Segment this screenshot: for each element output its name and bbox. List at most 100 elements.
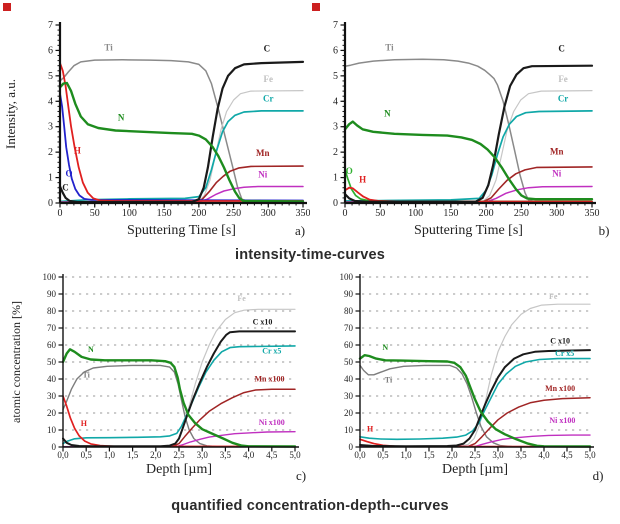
series-label-Fe: Fe <box>264 74 274 84</box>
y-tick-label: 4 <box>333 96 338 107</box>
y-axis-title: atomic concentration [%] <box>9 301 23 423</box>
y-tick-label: 0 <box>52 442 57 452</box>
y-axis-title: Intensity, a.u. <box>3 79 18 149</box>
y-tick-label: 70 <box>344 323 354 333</box>
x-tick-label: 50 <box>90 208 100 219</box>
y-tick-label: 40 <box>47 374 57 384</box>
x-tick-label: 1,0 <box>400 450 412 460</box>
series-Fe <box>59 89 304 203</box>
series-H <box>59 62 304 202</box>
series-C-x10 <box>62 330 296 448</box>
y-tick-label: 10 <box>344 425 354 435</box>
y-tick-label: 3 <box>333 122 338 133</box>
x-tick-label: 2,0 <box>446 450 458 460</box>
series-N <box>61 348 297 448</box>
series-N <box>343 120 594 201</box>
series-Cr <box>344 110 593 202</box>
series-label-C: C <box>264 44 271 54</box>
x-tick-label: 2,5 <box>173 450 185 460</box>
series-label-H: H <box>367 425 374 434</box>
y-tick-label: 0 <box>349 442 354 452</box>
series-label-Ni: Ni <box>552 168 561 178</box>
series-label-Ti: Ti <box>385 42 394 52</box>
series-label-C-x10: C x10 <box>550 336 570 345</box>
y-tick-label: 4 <box>48 96 53 107</box>
series-label-Ni-x100: Ni x100 <box>259 418 285 427</box>
series-label-Ni-x100: Ni x100 <box>549 416 575 425</box>
x-tick-label: 300 <box>549 208 564 219</box>
x-tick-label: 2,5 <box>469 450 481 460</box>
x-axis-title: Depth [µm] <box>442 462 508 477</box>
subplot-label: d) <box>593 468 604 483</box>
y-tick-label: 1 <box>48 173 53 184</box>
y-tick-label: 80 <box>47 306 57 316</box>
subplot-label: b) <box>599 223 610 238</box>
series-C <box>58 60 305 204</box>
x-tick-label: 1,5 <box>423 450 435 460</box>
y-tick-label: 0 <box>48 198 53 209</box>
y-tick-label: 30 <box>344 391 354 401</box>
x-tick-label: 50 <box>375 208 385 219</box>
series-O <box>59 92 304 202</box>
series-N <box>58 81 305 203</box>
x-axis-title: Sputtering Time [s] <box>414 223 523 238</box>
x-tick-label: 0,5 <box>81 450 93 460</box>
y-tick-label: 60 <box>344 340 354 350</box>
series-label-N: N <box>88 345 94 354</box>
chart-d-concentration-depth: 0 10 20 30 40 50 60 70 80 90 100 0,0 0,5 1,0 1,5 2,0 2,5… <box>340 272 604 483</box>
subplot-label: a) <box>295 223 305 238</box>
x-tick-label: 3,0 <box>197 450 209 460</box>
series-label-C: C <box>62 182 69 192</box>
y-tick-label: 5 <box>48 71 53 82</box>
x-tick-label: 2,0 <box>150 450 162 460</box>
y-tick-label: 6 <box>333 45 338 56</box>
y-tick-label: 20 <box>47 408 57 418</box>
y-tick-label: 1 <box>333 173 338 184</box>
series-label-Cr: Cr <box>558 93 569 103</box>
x-tick-label: 200 <box>479 208 494 219</box>
series-label-C: C <box>558 44 565 54</box>
series-Cr-x5 <box>62 345 296 445</box>
y-tick-label: 90 <box>344 289 354 299</box>
series-label-Ti: Ti <box>104 42 113 52</box>
y-tick-label: 90 <box>47 289 57 299</box>
series-label-C-x10: C x10 <box>253 318 273 327</box>
series-label-O: O <box>346 166 353 176</box>
series-label-N: N <box>384 109 391 119</box>
x-tick-label: 0,0 <box>57 450 69 460</box>
series-label-N: N <box>118 112 125 122</box>
chart-c-concentration-depth: 0 10 20 30 40 50 60 70 80 90 100 0,0 0,5 1,0 1,5 2,0 2,5… <box>9 272 306 483</box>
y-tick-label: 60 <box>47 340 57 350</box>
x-tick-label: 150 <box>443 208 458 219</box>
y-tick-label: 7 <box>48 20 53 31</box>
series-Ni-x100 <box>359 434 591 448</box>
series-label-Fe: Fe <box>237 294 246 303</box>
x-tick-label: 0 <box>343 208 348 219</box>
x-axis-title: Depth [µm] <box>146 462 212 477</box>
x-tick-label: 4,0 <box>243 450 255 460</box>
series-Ni-x100 <box>62 430 296 448</box>
y-tick-label: 5 <box>333 71 338 82</box>
x-tick-label: 5,0 <box>584 450 596 460</box>
y-tick-label: 2 <box>48 147 53 158</box>
x-tick-label: 5,0 <box>289 450 301 460</box>
series-label-Cr-x5: Cr x5 <box>262 347 281 356</box>
series-Ti <box>62 364 296 448</box>
y-tick-label: 20 <box>344 408 354 418</box>
series-label-Mn: Mn <box>256 148 270 158</box>
x-tick-label: 250 <box>226 208 241 219</box>
x-tick-label: 4,5 <box>266 450 278 460</box>
x-tick-label: 1,0 <box>104 450 116 460</box>
series-label-O: O <box>66 168 73 178</box>
x-tick-label: 1,5 <box>127 450 139 460</box>
series-label-N: N <box>382 343 388 352</box>
series-Cr <box>59 110 304 203</box>
series-label-Ni: Ni <box>258 170 267 180</box>
x-tick-label: 0 <box>58 208 63 219</box>
series-Ti <box>344 58 593 203</box>
x-tick-label: 150 <box>157 208 172 219</box>
red-marker-icon <box>3 3 11 11</box>
series-label-Cr-x5: Cr x5 <box>555 349 574 358</box>
chart-a-intensity-time: 0 1 2 3 4 5 6 7 0 50 100 150 200 250 300 350 Sputtering … <box>3 20 310 238</box>
series-label-H: H <box>74 145 81 155</box>
